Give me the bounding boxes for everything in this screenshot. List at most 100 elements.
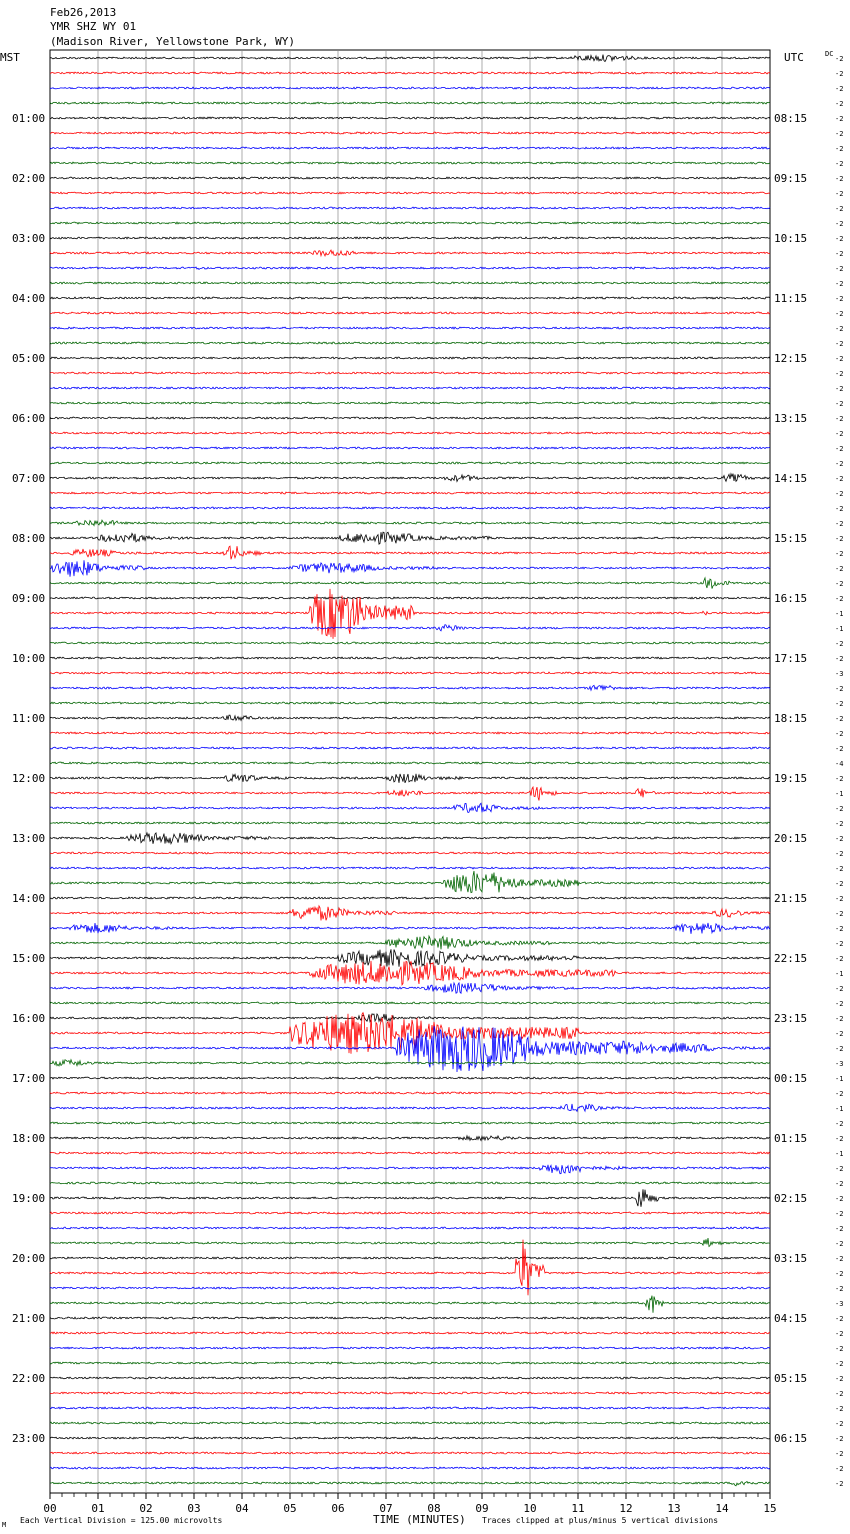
dc-offset-label: -2 <box>835 820 843 828</box>
left-hour-label: 22:00 <box>12 1372 45 1385</box>
seismic-trace <box>49 866 771 870</box>
left-hour-label: 07:00 <box>12 472 45 485</box>
right-hour-label: 11:15 <box>774 292 807 305</box>
dc-offset-label: -2 <box>835 865 843 873</box>
dc-offset-label: -2 <box>835 745 843 753</box>
dc-offset-label: -2 <box>835 1240 843 1248</box>
minute-grid <box>49 49 771 1494</box>
dc-offset-label: -3 <box>835 670 843 678</box>
x-tick-label: 01 <box>91 1502 104 1515</box>
seismic-trace <box>49 1238 770 1248</box>
dc-offset-label: -2 <box>835 850 843 858</box>
dc-offset-label: -2 <box>835 520 843 528</box>
seismic-trace <box>49 701 771 705</box>
dc-offset-label: -2 <box>835 550 843 558</box>
x-tick-label: 12 <box>619 1502 632 1515</box>
dc-offset-label: -2 <box>835 1090 843 1098</box>
dc-offset-label: -2 <box>835 370 843 378</box>
seismic-trace <box>49 1181 771 1185</box>
x-tick-label: 11 <box>571 1502 584 1515</box>
seismic-trace <box>49 191 771 195</box>
dc-offset-label: -2 <box>835 730 843 738</box>
right-hour-label: 21:15 <box>774 892 807 905</box>
right-hour-label: 00:15 <box>774 1072 807 1085</box>
right-hour-label: 15:15 <box>774 532 807 545</box>
right-hour-label: 20:15 <box>774 832 807 845</box>
left-hour-label: 19:00 <box>12 1192 45 1205</box>
seismic-trace <box>49 684 771 692</box>
seismic-trace <box>49 851 771 855</box>
seismic-trace <box>50 1466 771 1470</box>
dc-offset-label: -2 <box>835 430 843 438</box>
left-hour-label: 09:00 <box>12 592 45 605</box>
dc-offset-label: -2 <box>835 265 843 273</box>
seismic-trace <box>49 1189 771 1207</box>
seismic-trace <box>49 71 771 75</box>
left-timezone-label: MST <box>0 51 20 64</box>
right-hour-label: 09:15 <box>774 172 807 185</box>
dc-offset-label: -2 <box>835 1375 843 1383</box>
seismic-trace <box>49 1134 771 1142</box>
dc-offset-label: -2 <box>835 190 843 198</box>
seismic-trace <box>49 506 771 510</box>
seismic-trace <box>49 656 771 660</box>
seismic-trace <box>49 531 770 545</box>
left-hour-label: 05:00 <box>12 352 45 365</box>
dc-offset-label: -2 <box>835 1225 843 1233</box>
seismic-trace <box>49 746 771 750</box>
plot-frame <box>49 49 771 1494</box>
seismic-trace <box>49 1121 771 1125</box>
seismic-trace <box>50 86 771 90</box>
seismic-trace <box>49 1421 771 1425</box>
seismic-trace <box>49 761 771 765</box>
seismic-trace <box>50 641 771 645</box>
dc-offset-labels: -2 -2 -2 -2 -2 -2 -2 -2 -2 -2 -2 -2 -2 -2 -2 -2 -2 -2 -2 -2… <box>835 55 843 1488</box>
dc-offset-label: -2 <box>835 565 843 573</box>
dc-offset-label: -2 <box>835 1330 843 1338</box>
trace-group <box>49 54 771 1487</box>
seismic-trace <box>50 821 771 825</box>
dc-offset-label: -2 <box>835 505 843 513</box>
dc-offset-label: -2 <box>835 1135 843 1143</box>
dc-offset-label: -2 <box>835 205 843 213</box>
dc-offset-label: -2 <box>835 1450 843 1458</box>
dc-offset-label: -2 <box>835 700 843 708</box>
footer-scale-note: Each Vertical Division = 125.00 microvol… <box>20 1516 222 1525</box>
seismic-trace <box>49 1376 771 1380</box>
dc-offset-label: -2 <box>835 1435 843 1443</box>
seismic-trace <box>49 1026 771 1073</box>
seismic-trace <box>49 896 771 900</box>
right-hour-label: 16:15 <box>774 592 807 605</box>
right-hour-label: 22:15 <box>774 952 807 965</box>
seismic-trace <box>49 1331 770 1335</box>
seismic-trace <box>49 131 771 135</box>
dc-offset-label: -2 <box>835 835 843 843</box>
seismic-trace <box>49 1391 771 1395</box>
seismic-trace <box>50 545 771 560</box>
seismic-trace <box>49 472 771 483</box>
seismic-trace <box>49 1211 771 1215</box>
dc-header-label: DC <box>825 50 833 58</box>
dc-offset-label: -2 <box>835 1405 843 1413</box>
seismic-trace <box>49 116 771 120</box>
seismic-trace <box>49 1346 771 1350</box>
dc-offset-label: -2 <box>835 145 843 153</box>
x-tick-label: 13 <box>667 1502 680 1515</box>
right-hour-label: 01:15 <box>774 1132 807 1145</box>
x-tick-label: 10 <box>523 1502 536 1515</box>
right-hour-label: 05:15 <box>774 1372 807 1385</box>
seismic-trace <box>49 1480 771 1487</box>
seismic-trace <box>49 588 771 639</box>
seismic-trace <box>49 519 771 527</box>
seismic-trace <box>49 1103 771 1113</box>
right-hour-label: 13:15 <box>774 412 807 425</box>
dc-offset-label: -2 <box>835 925 843 933</box>
x-tick-label: 03 <box>187 1502 200 1515</box>
x-tick-label: 07 <box>379 1502 392 1515</box>
seismic-trace <box>49 560 771 577</box>
dc-offset-label: -2 <box>835 910 843 918</box>
dc-offset-label: -2 <box>835 1480 843 1488</box>
seismic-trace <box>49 206 771 210</box>
x-axis: 00 01 02 03 04 05 06 07 08 09 10 11 12 13 14 15 <box>43 1493 777 1515</box>
